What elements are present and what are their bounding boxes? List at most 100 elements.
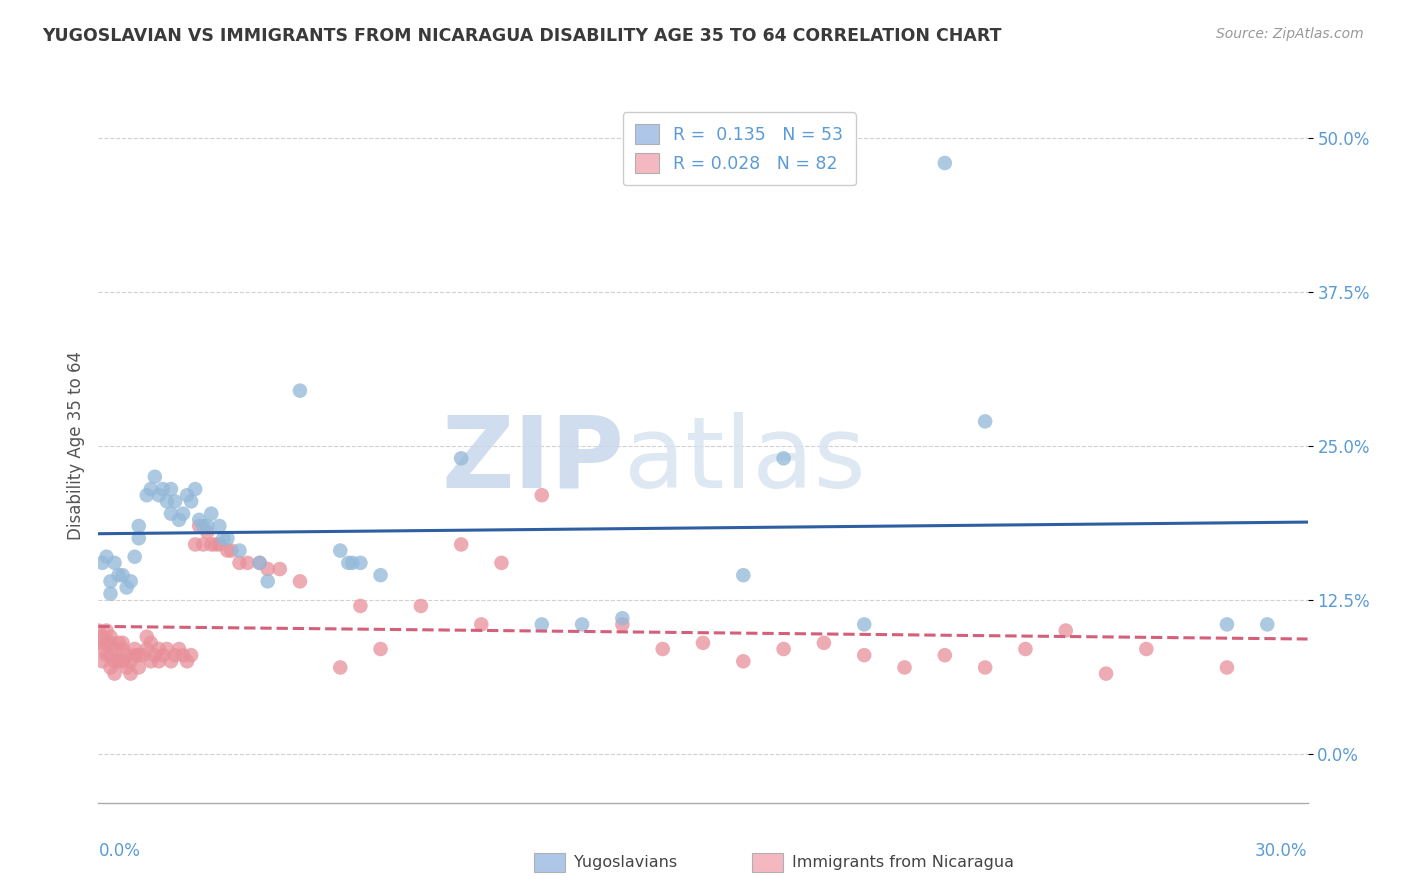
Point: [221, 543, 243, 558]
Point: [934, 648, 956, 662]
Point: [651, 642, 673, 657]
Point: [236, 556, 259, 570]
Point: [91, 556, 114, 570]
Legend: R =  0.135   N = 53, R = 0.028   N = 82: R = 0.135 N = 53, R = 0.028 N = 82: [623, 112, 855, 186]
Point: [208, 537, 231, 551]
Point: [143, 469, 166, 483]
Point: [100, 630, 122, 644]
Point: [120, 666, 142, 681]
Point: [107, 636, 129, 650]
Point: [934, 156, 956, 170]
Point: [180, 494, 202, 508]
Point: [184, 482, 207, 496]
Point: [163, 648, 186, 662]
Point: [188, 513, 211, 527]
Text: 0.0%: 0.0%: [98, 842, 141, 860]
Point: [813, 636, 835, 650]
Point: [91, 642, 114, 657]
Point: [139, 636, 162, 650]
Point: [288, 574, 311, 589]
Point: [135, 642, 157, 657]
Point: [612, 617, 634, 632]
Point: [103, 666, 125, 681]
Point: [853, 648, 876, 662]
Point: [167, 642, 190, 657]
Point: [135, 630, 157, 644]
Point: [409, 599, 432, 613]
Point: [163, 494, 186, 508]
Point: [269, 562, 291, 576]
Point: [228, 543, 250, 558]
Point: [135, 488, 157, 502]
Point: [733, 654, 755, 668]
Point: [148, 654, 170, 668]
Point: [853, 617, 876, 632]
Point: [160, 654, 183, 668]
Point: [450, 537, 472, 551]
Point: [1054, 624, 1077, 638]
Point: [100, 636, 122, 650]
Point: [132, 648, 155, 662]
Point: [120, 574, 142, 589]
Point: [1216, 660, 1239, 674]
Point: [103, 556, 125, 570]
Text: ZIP: ZIP: [441, 412, 624, 508]
Point: [120, 654, 142, 668]
Point: [772, 451, 794, 466]
Point: [184, 537, 207, 551]
Point: [176, 488, 198, 502]
Point: [160, 507, 183, 521]
Y-axis label: Disability Age 35 to 64: Disability Age 35 to 64: [66, 351, 84, 541]
Point: [228, 556, 250, 570]
Point: [974, 414, 997, 428]
Point: [96, 648, 118, 662]
Point: [772, 642, 794, 657]
Point: [370, 568, 392, 582]
Point: [370, 642, 392, 657]
Point: [100, 660, 122, 674]
Point: [128, 519, 150, 533]
Point: [256, 562, 278, 576]
Point: [160, 482, 183, 496]
Point: [249, 556, 271, 570]
Point: [156, 642, 179, 657]
Point: [87, 636, 110, 650]
Point: [176, 654, 198, 668]
Point: [111, 568, 134, 582]
Point: [329, 543, 352, 558]
Point: [172, 648, 194, 662]
Point: [1014, 642, 1036, 657]
Point: [530, 617, 553, 632]
Text: 30.0%: 30.0%: [1256, 842, 1308, 860]
Point: [1095, 666, 1118, 681]
Point: [337, 556, 360, 570]
Point: [96, 549, 118, 564]
Text: Immigrants from Nicaragua: Immigrants from Nicaragua: [792, 855, 1014, 870]
Point: [111, 654, 134, 668]
Point: [115, 581, 138, 595]
Point: [107, 654, 129, 668]
Point: [167, 513, 190, 527]
Point: [128, 531, 150, 545]
Point: [450, 451, 472, 466]
Point: [1135, 642, 1157, 657]
Point: [470, 617, 492, 632]
Point: [152, 482, 174, 496]
Point: [115, 660, 138, 674]
Point: [200, 507, 222, 521]
Point: [342, 556, 364, 570]
Point: [103, 654, 125, 668]
Point: [172, 507, 194, 521]
Point: [692, 636, 714, 650]
Point: [893, 660, 915, 674]
Point: [124, 549, 146, 564]
Point: [733, 568, 755, 582]
Point: [193, 519, 215, 533]
Point: [200, 537, 222, 551]
Point: [128, 660, 150, 674]
Point: [152, 648, 174, 662]
Point: [204, 537, 226, 551]
Point: [208, 519, 231, 533]
Point: [124, 648, 146, 662]
Point: [139, 654, 162, 668]
